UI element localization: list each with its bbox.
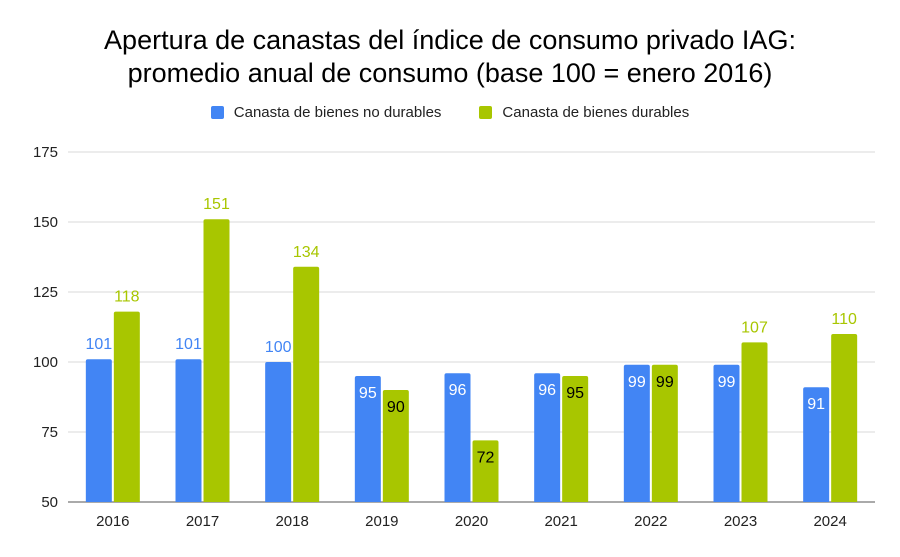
data-label: 107	[741, 319, 768, 336]
y-tick-label: 75	[41, 424, 58, 441]
x-tick-label: 2023	[724, 513, 757, 530]
data-label: 99	[628, 374, 646, 391]
bar-durables	[741, 342, 768, 502]
bar-no-durables	[713, 364, 740, 502]
bar-no-durables	[354, 376, 381, 502]
data-label: 95	[359, 385, 377, 402]
bar-no-durables	[444, 373, 471, 502]
bar-no-durables	[803, 387, 830, 502]
legend-swatch-durables	[479, 106, 493, 119]
legend-swatch-no-durables	[210, 106, 224, 119]
data-label: 100	[265, 339, 292, 356]
data-label: 151	[203, 196, 230, 213]
bar-no-durables	[623, 364, 650, 502]
bar-durables	[113, 311, 140, 502]
data-label: 96	[538, 382, 556, 399]
y-tick-label: 150	[33, 214, 58, 231]
bar-durables	[651, 364, 678, 502]
data-label: 91	[807, 396, 825, 413]
x-tick-label: 2018	[275, 513, 308, 530]
data-label: 134	[293, 244, 320, 261]
x-tick-label: 2022	[634, 513, 667, 530]
bar-durables	[562, 376, 589, 502]
x-tick-label: 2024	[813, 513, 846, 530]
bar-no-durables	[265, 362, 292, 502]
x-tick-label: 2019	[365, 513, 398, 530]
legend-item-durables: Canasta de bienes durables	[479, 104, 689, 121]
bar-durables	[831, 334, 858, 502]
bar-durables	[293, 266, 320, 502]
legend: Canasta de bienes no durables Canasta de…	[0, 104, 900, 121]
bar-durables	[203, 219, 230, 502]
legend-label-no-durables: Canasta de bienes no durables	[233, 104, 442, 121]
x-tick-label: 2016	[96, 513, 129, 530]
legend-item-no-durables: Canasta de bienes no durables	[210, 104, 442, 121]
y-tick-label: 50	[41, 494, 58, 511]
bar-no-durables	[175, 359, 202, 502]
y-tick-label: 125	[33, 284, 58, 301]
y-tick-label: 175	[33, 144, 58, 161]
data-label: 101	[85, 336, 112, 353]
data-label: 118	[114, 289, 140, 306]
data-label: 99	[656, 374, 674, 391]
data-label: 110	[831, 311, 857, 328]
data-label: 101	[175, 336, 202, 353]
x-tick-label: 2020	[455, 513, 488, 530]
legend-label-durables: Canasta de bienes durables	[502, 104, 690, 121]
chart-title-line-1: Apertura de canastas del índice de consu…	[104, 25, 796, 55]
x-tick-label: 2021	[544, 513, 577, 530]
bar-durables	[382, 390, 409, 502]
bar-no-durables	[534, 373, 561, 502]
data-label: 95	[566, 385, 584, 402]
y-tick-label: 100	[33, 354, 58, 371]
chart-title: Apertura de canastas del índice de consu…	[0, 24, 900, 90]
x-tick-label: 2017	[186, 513, 219, 530]
data-label: 72	[477, 449, 495, 466]
data-label: 99	[718, 374, 736, 391]
data-label: 96	[449, 382, 467, 399]
data-label: 90	[387, 399, 405, 416]
bar-durables	[472, 440, 499, 502]
bar-no-durables	[85, 359, 112, 502]
chart-title-line-2: promedio anual de consumo (base 100 = en…	[127, 58, 773, 88]
